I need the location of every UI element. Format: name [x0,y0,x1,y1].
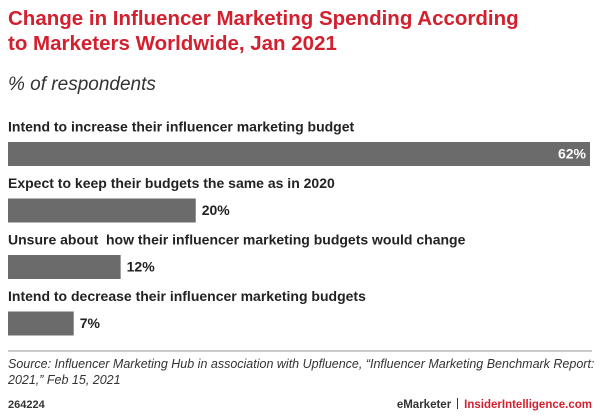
chart-title: Change in Influencer Marketing Spending … [8,7,519,55]
category-label: Intend to decrease their influencer mark… [8,288,366,304]
chart-id: 264224 [8,399,45,411]
category-label: Intend to increase their influencer mark… [8,119,355,135]
category-label: Expect to keep their budgets the same as… [8,175,335,191]
bar [8,311,74,336]
value-label: 20% [202,202,231,218]
bar [8,142,590,166]
bar [8,198,196,223]
divider [457,398,459,409]
value-label: 7% [80,315,101,331]
source-note: Source: Influencer Marketing Hub in asso… [8,357,595,387]
value-label: 62% [558,146,587,162]
value-label: 12% [127,259,156,275]
footer-brand: eMarketer InsiderIntelligence.com [397,398,592,411]
brand: eMarketer [396,399,452,411]
chart-subtitle: % of respondents [8,74,156,95]
site: InsiderIntelligence.com [464,399,592,411]
bar [8,255,121,279]
category-label: Unsure about how their influencer market… [8,232,466,248]
